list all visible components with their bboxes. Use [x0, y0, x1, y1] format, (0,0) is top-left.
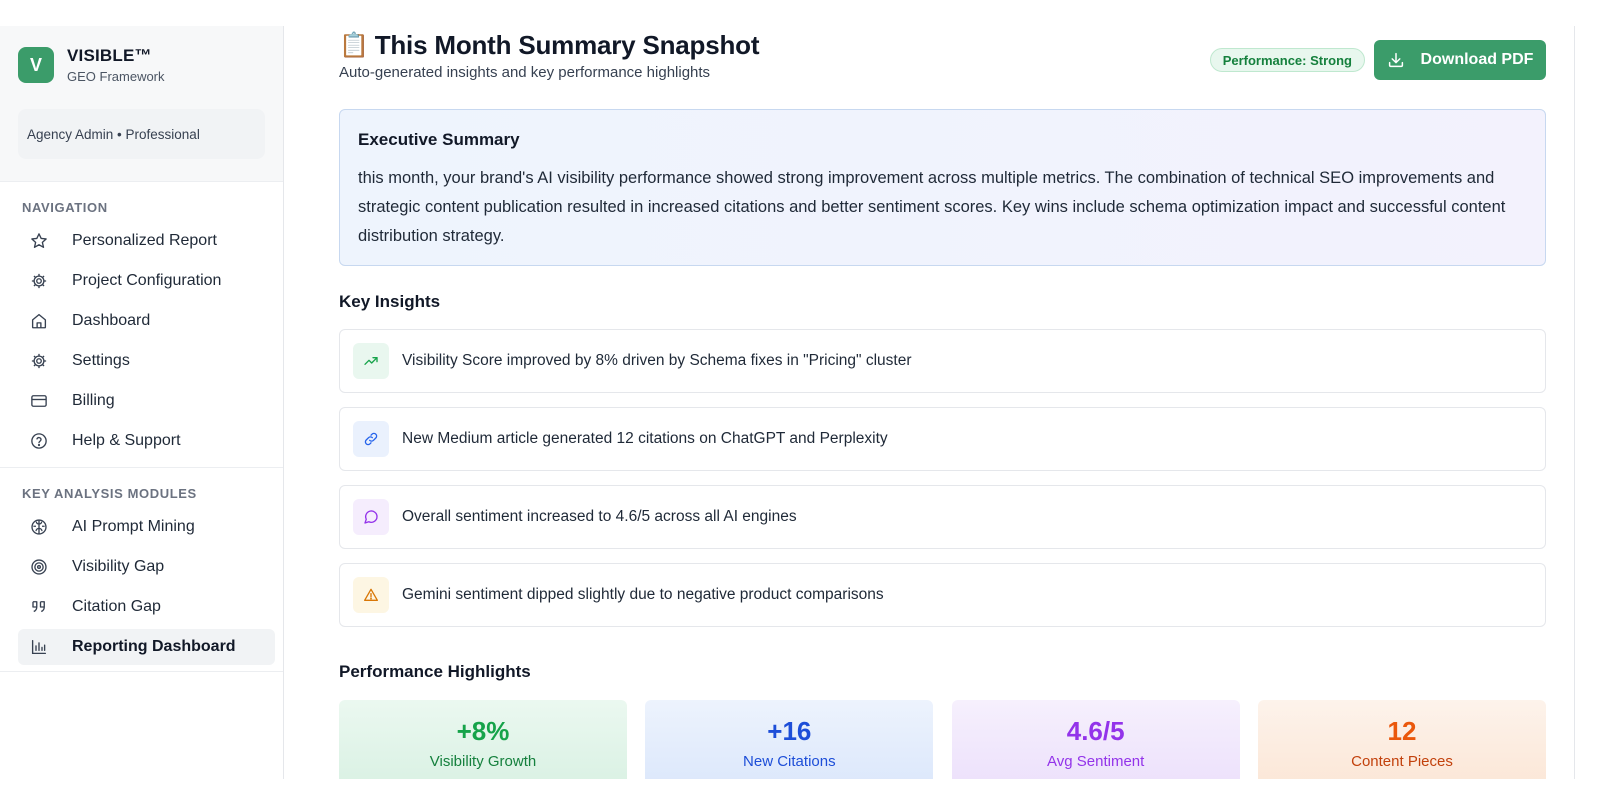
- stat-value: +8%: [456, 716, 510, 746]
- brand-subtitle: GEO Framework: [67, 69, 165, 84]
- header-actions: Performance: Strong Download PDF: [1209, 40, 1546, 80]
- stat-label: New Citations: [743, 753, 836, 770]
- insight-item: New Medium article generated 12 citation…: [339, 407, 1546, 471]
- download-pdf-button[interactable]: Download PDF: [1374, 40, 1546, 80]
- sidebar-header: V VISIBLE™ GEO Framework Agency Admin • …: [0, 26, 283, 182]
- gear-icon: [30, 272, 48, 290]
- download-pdf-label: Download PDF: [1420, 51, 1534, 68]
- stat-label: Visibility Growth: [429, 753, 537, 770]
- app-window: V VISIBLE™ GEO Framework Agency Admin • …: [0, 26, 1574, 779]
- help-circle-icon: [30, 432, 48, 450]
- executive-summary-text: this month, your brand's AI visibility p…: [358, 169, 1506, 245]
- sidebar-item-reporting-dashboard[interactable]: Reporting Dashboard: [18, 629, 275, 665]
- sidebar-item-personalized-report[interactable]: Personalized Report: [18, 223, 275, 259]
- sidebar-item-settings[interactable]: Settings: [18, 343, 275, 379]
- stat-label: Avg Sentiment: [1047, 753, 1145, 770]
- brand-name: VISIBLE™: [67, 46, 152, 65]
- stat-value: 12: [1387, 716, 1417, 746]
- key-insights-heading: Key Insights: [339, 292, 441, 311]
- sidebar-item-label: Reporting Dashboard: [72, 638, 236, 655]
- download-icon: [1387, 51, 1405, 69]
- sidebar-item-label: Visibility Gap: [72, 558, 165, 575]
- stat-card-new-citations: +16 New Citations: [645, 700, 934, 779]
- sidebar-divider: [0, 671, 283, 672]
- sidebar-item-label: Project Configuration: [72, 272, 222, 289]
- sidebar-navigation: NAVIGATION Personalized Report Project C…: [0, 182, 283, 672]
- sidebar-item-label: Citation Gap: [72, 598, 161, 615]
- sidebar-item-label: AI Prompt Mining: [72, 518, 195, 535]
- star-icon: [30, 232, 48, 250]
- home-icon: [30, 312, 48, 330]
- account-label: Agency Admin • Professional: [27, 126, 200, 142]
- sidebar-item-citation-gap[interactable]: Citation Gap: [18, 589, 275, 625]
- sidebar-divider: [0, 467, 283, 468]
- credit-card-icon: [30, 392, 48, 410]
- insight-item: Visibility Score improved by 8% driven b…: [339, 329, 1546, 393]
- sidebar-item-project-configuration[interactable]: Project Configuration: [18, 263, 275, 299]
- insight-item: Gemini sentiment dipped slightly due to …: [339, 563, 1546, 627]
- page-title-text: This Month Summary Snapshot: [374, 30, 760, 60]
- stat-card-visibility-growth: +8% Visibility Growth: [339, 700, 627, 779]
- sidebar-item-label: Billing: [72, 392, 115, 409]
- navigation-section-label: NAVIGATION: [22, 200, 108, 215]
- message-circle-icon: [353, 499, 389, 535]
- sidebar-item-label: Settings: [72, 352, 130, 369]
- gear-icon: [30, 352, 48, 370]
- performance-highlights: +8% Visibility Growth +16 New Citations …: [339, 700, 1546, 779]
- trending-up-icon: [353, 343, 389, 379]
- status-badge: Performance: Strong: [1209, 48, 1365, 72]
- alert-triangle-icon: [353, 577, 389, 613]
- bar-chart-icon: [30, 638, 48, 656]
- performance-highlights-heading: Performance Highlights: [339, 662, 531, 681]
- insight-text: Visibility Score improved by 8% driven b…: [402, 352, 912, 369]
- page-subtitle: Auto-generated insights and key performa…: [339, 64, 711, 81]
- insight-text: Overall sentiment increased to 4.6/5 acr…: [402, 508, 797, 525]
- page-header: 📋 This Month Summary Snapshot Auto-gener…: [339, 30, 1546, 90]
- modules-section-label: KEY ANALYSIS MODULES: [22, 486, 197, 501]
- sidebar-item-ai-prompt-mining[interactable]: AI Prompt Mining: [18, 509, 275, 545]
- stat-value: 4.6/5: [1066, 716, 1125, 746]
- executive-summary-heading: Executive Summary: [358, 130, 520, 149]
- sidebar-item-label: Personalized Report: [72, 232, 217, 249]
- sidebar: V VISIBLE™ GEO Framework Agency Admin • …: [0, 26, 284, 779]
- sidebar-item-billing[interactable]: Billing: [18, 383, 275, 419]
- link-icon: [353, 421, 389, 457]
- sidebar-item-help-support[interactable]: Help & Support: [18, 423, 275, 459]
- sidebar-item-visibility-gap[interactable]: Visibility Gap: [18, 549, 275, 585]
- insight-item: Overall sentiment increased to 4.6/5 acr…: [339, 485, 1546, 549]
- account-switcher[interactable]: Agency Admin • Professional: [18, 109, 265, 159]
- target-icon: [30, 558, 48, 576]
- page-title: 📋 This Month Summary Snapshot: [339, 30, 1546, 61]
- stat-label: Content Pieces: [1351, 753, 1453, 770]
- sidebar-item-label: Help & Support: [72, 432, 181, 449]
- brain-icon: [30, 518, 48, 536]
- stat-card-avg-sentiment: 4.6/5 Avg Sentiment: [951, 700, 1240, 779]
- insight-text: Gemini sentiment dipped slightly due to …: [402, 586, 884, 603]
- sidebar-item-label: Dashboard: [72, 312, 151, 329]
- clipboard-icon: 📋: [339, 32, 369, 59]
- insight-text: New Medium article generated 12 citation…: [402, 430, 888, 447]
- sidebar-item-dashboard[interactable]: Dashboard: [18, 303, 275, 339]
- quote-icon: [30, 598, 48, 616]
- brand-logo: V: [18, 47, 54, 83]
- main-content: 📋 This Month Summary Snapshot Auto-gener…: [312, 26, 1574, 779]
- executive-summary-card: Executive Summary this month, your brand…: [339, 109, 1546, 266]
- brand[interactable]: V VISIBLE™ GEO Framework: [18, 46, 265, 84]
- stat-value: +16: [767, 716, 812, 746]
- stat-card-content-pieces: 12 Content Pieces: [1257, 700, 1546, 779]
- window-edge: [1574, 26, 1575, 779]
